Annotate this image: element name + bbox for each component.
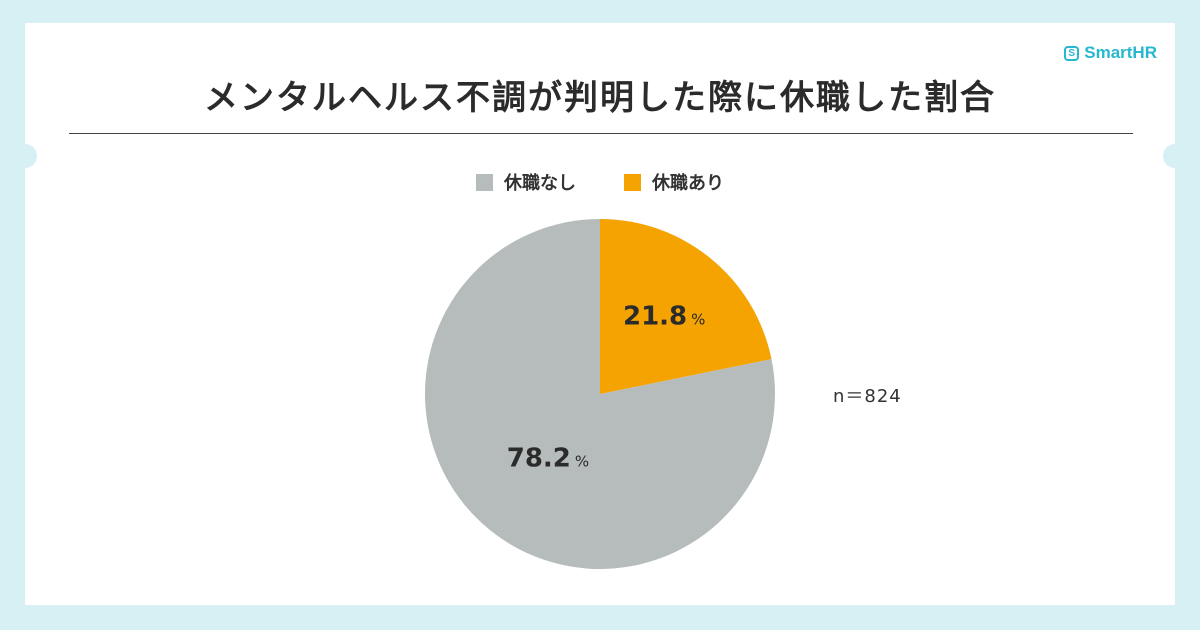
title-divider — [69, 133, 1133, 134]
chart-card: S SmartHR メンタルヘルス不調が判明した際に休職した割合 休職なし 休職… — [13, 23, 1187, 605]
card-notch-left — [13, 144, 37, 168]
legend-swatch-took-leave — [624, 173, 641, 191]
smarthr-logo: S SmartHR — [1064, 43, 1157, 63]
pie-chart: 78.2 % 21.8% — [425, 219, 775, 569]
legend-label-no-leave: 休職なし — [504, 173, 576, 194]
legend-item-took-leave: 休職あり — [624, 169, 724, 195]
brand-name: SmartHR — [1084, 43, 1157, 62]
smarthr-logo-icon: S — [1064, 45, 1080, 61]
pie-slice-took-leave — [600, 219, 772, 394]
slice-label-took-leave: 21.8% — [623, 301, 705, 331]
card-notch-right — [1163, 144, 1187, 168]
legend-item-no-leave: 休職なし — [476, 169, 576, 195]
chart-title: メンタルヘルス不調が判明した際に休職した割合 — [204, 78, 996, 118]
legend-label-took-leave: 休職あり — [652, 173, 724, 194]
slice-label-no-leave: 78.2% — [507, 444, 589, 474]
chart-legend: 休職なし 休職あり — [25, 169, 1175, 195]
legend-swatch-no-leave — [476, 173, 493, 191]
sample-size: n＝824 — [833, 386, 902, 407]
